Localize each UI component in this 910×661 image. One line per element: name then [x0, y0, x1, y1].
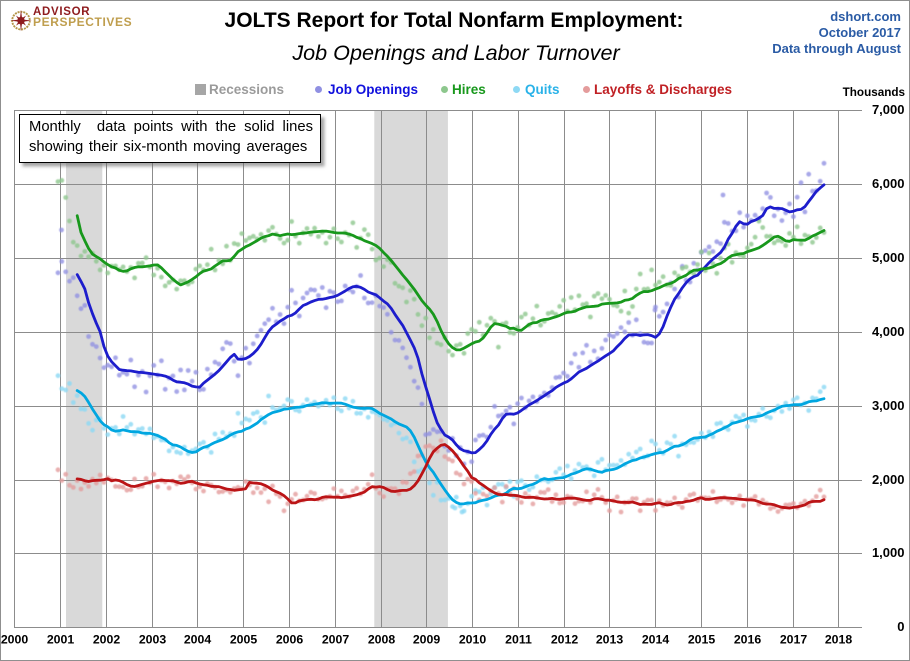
svg-text:2004: 2004	[184, 633, 212, 647]
svg-text:0: 0	[897, 619, 904, 634]
svg-text:2006: 2006	[276, 633, 304, 647]
svg-text:2,000: 2,000	[872, 472, 905, 487]
svg-text:2018: 2018	[825, 633, 853, 647]
svg-text:2000: 2000	[1, 633, 29, 647]
svg-text:3,000: 3,000	[872, 398, 905, 413]
svg-text:Thousands: Thousands	[843, 86, 906, 99]
svg-text:2011: 2011	[505, 633, 532, 647]
svg-text:2014: 2014	[642, 633, 670, 647]
svg-text:1,000: 1,000	[872, 545, 905, 560]
svg-text:2015: 2015	[688, 633, 716, 647]
svg-text:2016: 2016	[734, 633, 762, 647]
svg-text:4,000: 4,000	[872, 324, 905, 339]
svg-text:7,000: 7,000	[872, 102, 905, 117]
svg-text:2002: 2002	[93, 633, 121, 647]
svg-text:2003: 2003	[139, 633, 167, 647]
svg-text:2001: 2001	[47, 633, 75, 647]
svg-text:2007: 2007	[322, 633, 350, 647]
svg-text:6,000: 6,000	[872, 176, 905, 191]
svg-text:5,000: 5,000	[872, 250, 905, 265]
svg-text:2009: 2009	[413, 633, 441, 647]
svg-text:2017: 2017	[780, 633, 808, 647]
svg-text:2005: 2005	[230, 633, 258, 647]
svg-text:2012: 2012	[551, 633, 579, 647]
svg-text:2008: 2008	[368, 633, 396, 647]
svg-text:2010: 2010	[459, 633, 487, 647]
svg-text:2013: 2013	[596, 633, 624, 647]
